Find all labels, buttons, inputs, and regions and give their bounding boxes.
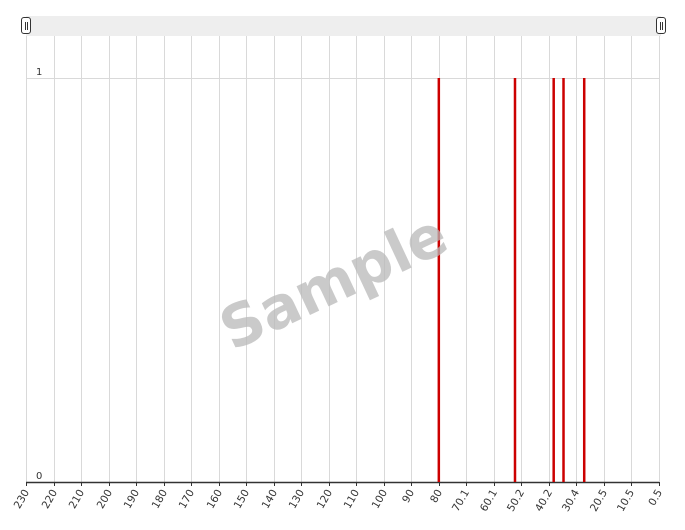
x-tick-label: 90 bbox=[400, 488, 417, 506]
x-tick-label: 0.5 bbox=[646, 488, 665, 508]
y-tick-label: 1 bbox=[36, 67, 42, 78]
x-tick-label: 210 bbox=[67, 488, 87, 511]
x-tick-label: 230 bbox=[12, 488, 32, 511]
x-tick-label: 190 bbox=[122, 488, 142, 511]
x-tick-label: 140 bbox=[260, 488, 280, 511]
x-tick-label: 200 bbox=[95, 488, 115, 511]
x-tick-label: 70.1 bbox=[450, 488, 472, 514]
x-tick-label: 10.5 bbox=[615, 488, 637, 514]
range-handle-left[interactable] bbox=[21, 17, 31, 34]
x-tick-label: 130 bbox=[287, 488, 307, 511]
x-tick-label: 20.5 bbox=[588, 488, 610, 514]
x-tick-label: 220 bbox=[40, 488, 60, 511]
range-selector-track[interactable] bbox=[26, 16, 661, 36]
x-tick-label: 150 bbox=[232, 488, 252, 511]
x-tick-label: 170 bbox=[177, 488, 197, 511]
x-tick-label: 100 bbox=[370, 488, 390, 511]
y-tick-label: 0 bbox=[36, 471, 42, 482]
range-handle-right[interactable] bbox=[656, 17, 666, 34]
x-tick-label: 120 bbox=[315, 488, 335, 511]
x-tick-label: 30.4 bbox=[560, 487, 582, 514]
x-tick-label: 40.2 bbox=[533, 488, 555, 514]
x-tick-label: 50.2 bbox=[505, 488, 527, 514]
x-tick-label: 110 bbox=[342, 488, 362, 511]
x-tick-label: 180 bbox=[150, 488, 170, 511]
x-tick-label: 60.1 bbox=[478, 488, 500, 514]
x-tick-label: 160 bbox=[205, 488, 225, 511]
x-tick-label: 80 bbox=[428, 488, 445, 506]
